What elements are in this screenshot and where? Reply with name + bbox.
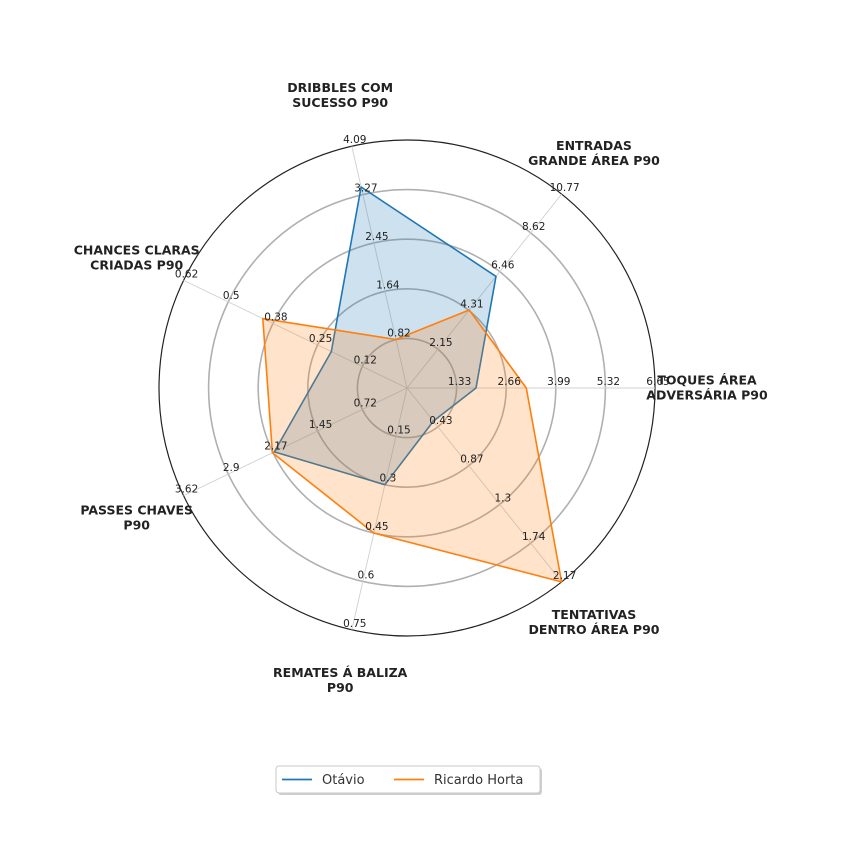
tick-label: 0.87	[460, 454, 483, 466]
axis-title-line: P90	[123, 518, 150, 533]
axis-title: PASSES CHAVES P90	[80, 503, 193, 533]
tick-label: 0.25	[309, 333, 332, 345]
tick-label: 10.77	[550, 182, 580, 194]
tick-label: 0.12	[354, 355, 377, 367]
legend-label: Otávio	[322, 773, 365, 788]
axis-spoke	[351, 387, 408, 630]
tick-label: 4.31	[460, 298, 483, 310]
tick-label: 2.66	[498, 376, 522, 388]
axis-title: TENTATIVAS DENTRO ÁREA P90	[529, 607, 660, 637]
axis-title-line: SUCESSO P90	[292, 95, 388, 110]
tick-label: 2.17	[553, 570, 576, 582]
tick-label: 0.62	[175, 268, 198, 280]
axis-title-line: DRIBBLES COM	[287, 80, 393, 95]
axis-title-line: DENTRO ÁREA P90	[529, 622, 660, 637]
tick-label: 0.75	[343, 618, 366, 630]
tick-label: 0.5	[223, 290, 240, 302]
tick-label: 0.43	[429, 415, 452, 427]
tick-label: 4.09	[343, 134, 366, 146]
tick-label: 0.3	[380, 473, 397, 485]
tick-label: 1.45	[309, 419, 332, 431]
tick-label: 0.72	[354, 398, 377, 410]
tick-label: 3.27	[354, 183, 377, 195]
axis-title-line: P90	[327, 680, 354, 695]
tick-label: 1.3	[494, 492, 511, 504]
axis-spoke	[183, 387, 408, 497]
axis-title-line: TENTATIVAS	[552, 607, 636, 622]
axis-title-line: CHANCES CLARAS	[74, 242, 200, 257]
axis-title-line: PASSES CHAVES	[80, 503, 193, 518]
axis-spoke	[406, 193, 562, 389]
axis-title-line: GRANDE ÁREA P90	[528, 153, 660, 168]
tick-label: 8.62	[522, 221, 545, 233]
tick-label: 1.64	[376, 279, 400, 291]
axis-title: REMATES Á BALIZA P90	[273, 665, 408, 695]
radar-series	[261, 186, 563, 583]
axis-spoke	[406, 387, 562, 583]
tick-label: 0.38	[264, 311, 287, 323]
radar-grid	[158, 139, 656, 637]
tick-label: 0.82	[387, 328, 410, 340]
axis-title-line: ADVERSÁRIA P90	[646, 388, 768, 403]
legend-label: Ricardo Horta	[434, 773, 523, 788]
tick-label: 2.15	[429, 337, 452, 349]
legend: Otávio Ricardo Horta	[275, 765, 542, 795]
tick-label: 3.99	[547, 376, 570, 388]
axis-title-line: TOQUES ÁREA	[657, 373, 757, 388]
tick-label: 2.45	[365, 231, 388, 243]
series-area-1	[261, 309, 563, 583]
series-area-0	[273, 186, 497, 486]
tick-label: 5.32	[597, 376, 620, 388]
tick-label: 1.33	[448, 376, 471, 388]
tick-label: 1.74	[522, 531, 546, 543]
tick-label: 6.65	[646, 376, 669, 388]
axis-title-line: REMATES Á BALIZA	[273, 665, 408, 680]
tick-label: 0.6	[358, 569, 375, 581]
tick-label: 2.17	[264, 441, 287, 453]
axis-spoke	[183, 279, 408, 389]
tick-label: 2.9	[223, 462, 240, 474]
tick-label: 0.45	[365, 521, 388, 533]
tick-label: 3.62	[175, 484, 198, 496]
axis-title: TOQUES ÁREA ADVERSÁRIA P90	[646, 373, 768, 403]
axis-title: DRIBBLES COM SUCESSO P90	[287, 80, 393, 110]
tick-label: 0.15	[387, 424, 410, 436]
axis-title: ENTRADAS GRANDE ÁREA P90	[528, 138, 660, 168]
axis-titles: TOQUES ÁREA ADVERSÁRIA P90 ENTRADAS GRANDE …	[74, 80, 768, 695]
tick-labels: 1.33 2.66 3.99 5.32 6.65 2.15 4.31 6.46 8.62 10.7…	[175, 134, 670, 630]
tick-label: 6.46	[491, 260, 515, 272]
axis-title-line: CRIADAS P90	[90, 257, 183, 272]
axis-title-line: ENTRADAS	[556, 138, 632, 153]
axis-title: CHANCES CLARAS CRIADAS P90	[74, 242, 200, 272]
